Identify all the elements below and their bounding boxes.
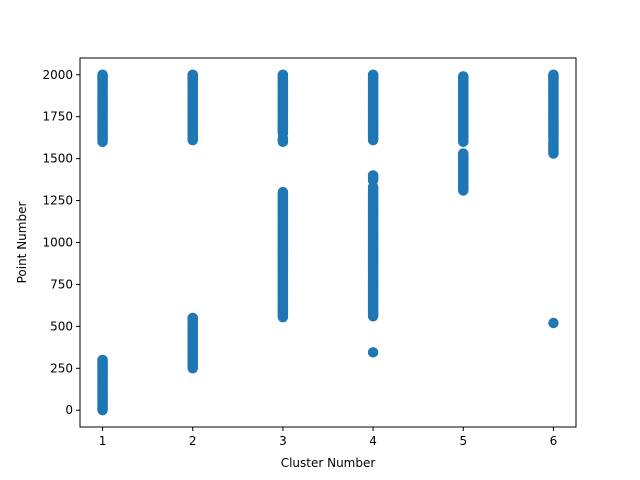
x-tick-label: 6 <box>550 434 558 448</box>
y-axis-label: Point Number <box>15 202 29 284</box>
y-tick-label: 2000 <box>42 68 73 82</box>
x-tick-label: 2 <box>189 434 197 448</box>
x-axis-ticks: 1 2 3 4 5 6 <box>99 427 558 448</box>
data-point <box>458 148 469 159</box>
data-point <box>367 347 379 358</box>
data-point <box>367 69 379 80</box>
x-tick-label: 5 <box>459 434 467 448</box>
data-point <box>97 69 108 80</box>
data-point <box>548 69 559 80</box>
y-tick-label: 0 <box>65 403 73 417</box>
data-point <box>277 69 289 80</box>
x-axis-label: Cluster Number <box>281 456 376 470</box>
data-point <box>367 170 379 181</box>
data-point <box>187 312 198 324</box>
x-tick-label: 4 <box>369 434 377 448</box>
data-point <box>277 186 289 198</box>
data-point <box>458 71 469 82</box>
y-tick-label: 750 <box>50 277 73 291</box>
y-tick-label: 250 <box>50 361 73 375</box>
data-points <box>97 69 559 416</box>
y-axis-ticks: 0 250 500 750 1000 1250 1500 1750 2000 <box>42 68 80 417</box>
x-tick-label: 3 <box>279 434 287 448</box>
y-tick-label: 500 <box>50 319 73 333</box>
y-tick-label: 1500 <box>42 152 73 166</box>
y-tick-label: 1250 <box>42 194 73 208</box>
x-tick-label: 1 <box>99 434 107 448</box>
data-point <box>97 354 108 366</box>
data-point <box>548 317 559 329</box>
y-tick-label: 1000 <box>42 236 73 250</box>
data-point <box>187 69 198 80</box>
y-tick-label: 1750 <box>42 110 73 124</box>
